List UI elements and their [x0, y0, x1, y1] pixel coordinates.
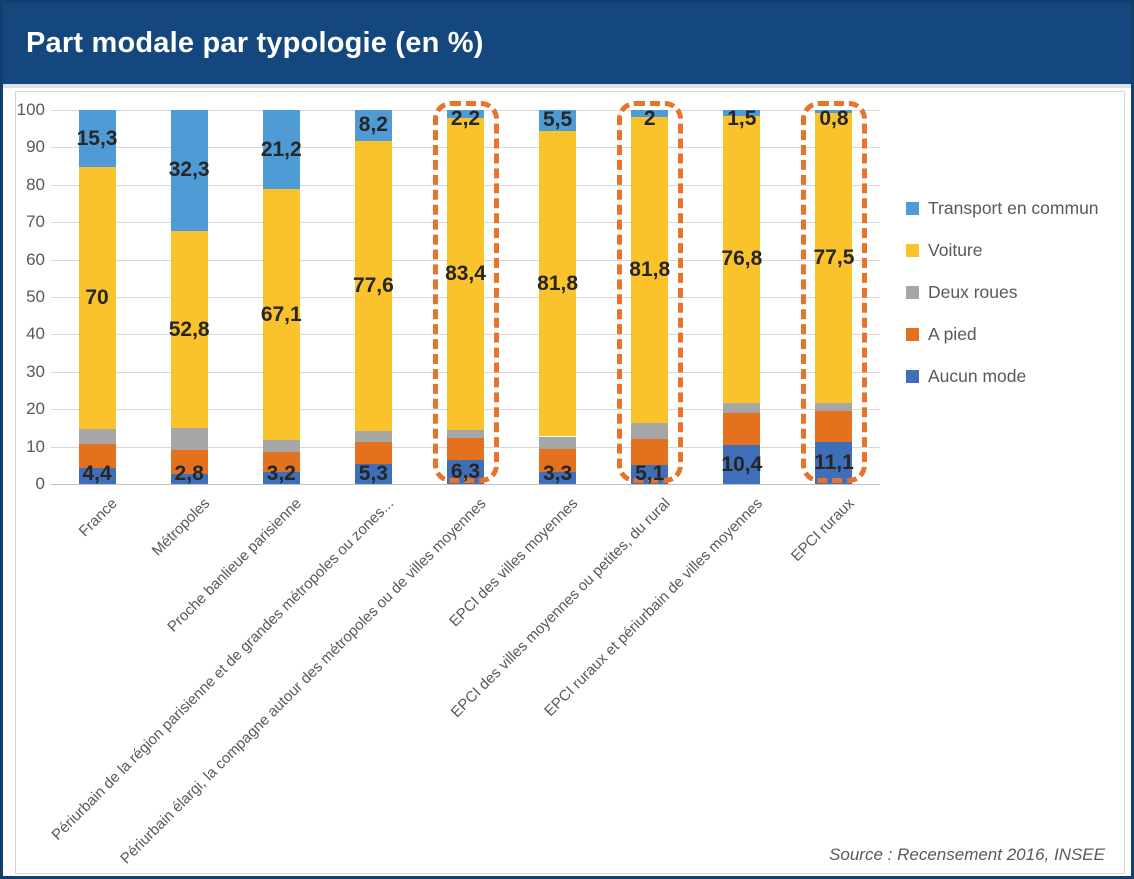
legend-label: Voiture	[928, 239, 983, 260]
bar-segment-aucun_mode	[78, 467, 116, 484]
bar-segment-a_pied	[723, 412, 761, 446]
legend-label: Transport en commun	[928, 197, 1099, 218]
bar-segment-transport_en_commun	[447, 110, 484, 119]
bar-segment-aucun_mode	[170, 473, 208, 484]
highlight-dashed-box	[432, 101, 499, 483]
bar-segment-a_pied	[539, 449, 577, 472]
highlight-dashed-box	[800, 101, 867, 483]
bar-segment-voiture	[815, 112, 853, 403]
bar-segment-deux_roues	[354, 430, 392, 442]
bar-segment-transport_en_commun	[354, 110, 392, 141]
legend-label: Aucun mode	[928, 365, 1027, 386]
bar-segment-deux_roues	[78, 429, 116, 444]
bar-segment-aucun_mode	[262, 472, 300, 484]
bar-segment-a_pied	[78, 443, 116, 468]
bar-segment-voiture	[539, 130, 577, 437]
bar-segment-transport_en_commun	[262, 110, 300, 190]
bar-segment-deux_roues	[631, 423, 669, 439]
bar-segment-voiture	[723, 115, 761, 403]
bar-segment-aucun_mode	[539, 471, 577, 484]
bar-segment-transport_en_commun	[78, 110, 116, 168]
legend-swatch-icon	[906, 243, 919, 257]
bar-segment-transport_en_commun	[170, 110, 208, 231]
bar-segment-aucun_mode	[723, 445, 761, 484]
bar-segment-deux_roues	[723, 402, 761, 413]
page-title: Part modale par typologie (en %)	[26, 27, 484, 59]
legend-item: Deux roues	[906, 281, 1099, 302]
bar-segment-aucun_mode	[354, 464, 392, 484]
highlight-dashed-box	[616, 101, 683, 483]
bar-segment-voiture	[447, 118, 484, 431]
bar-segment-a_pied	[815, 411, 853, 443]
bar-segment-voiture	[631, 117, 669, 424]
legend-swatch-icon	[906, 201, 919, 215]
bar-segment-aucun_mode	[815, 442, 853, 484]
legend-item: A pied	[906, 323, 1099, 344]
bar-segment-voiture	[170, 230, 208, 429]
bar-segment-a_pied	[447, 437, 484, 461]
legend-item: Voiture	[906, 239, 1099, 260]
bar-segment-deux_roues	[447, 430, 484, 438]
bar-segment-deux_roues	[815, 402, 853, 412]
bar-segment-a_pied	[631, 438, 669, 465]
bar-segment-a_pied	[354, 441, 392, 465]
bar-segment-voiture	[78, 167, 116, 430]
legend-swatch-icon	[906, 285, 919, 299]
source-note: Source : Recensement 2016, INSEE	[829, 845, 1105, 864]
title-bar-shadow	[3, 84, 1131, 88]
bar-segment-a_pied	[170, 449, 208, 474]
gridline	[51, 484, 880, 485]
legend-item: Transport en commun	[906, 197, 1099, 218]
legend-label: A pied	[928, 323, 977, 344]
legend-swatch-icon	[906, 327, 919, 341]
bar-segment-transport_en_commun	[723, 110, 761, 116]
bar-segment-deux_roues	[539, 436, 577, 450]
bar-segment-transport_en_commun	[815, 110, 853, 113]
bar-segment-deux_roues	[262, 440, 300, 452]
bar-segment-transport_en_commun	[631, 110, 669, 118]
legend-label: Deux roues	[928, 281, 1018, 302]
bar-segment-voiture	[354, 140, 392, 431]
chart-legend: Transport en commun Voiture Deux roues A pi…	[906, 197, 1099, 409]
bar-segment-deux_roues	[170, 428, 208, 450]
legend-item: Aucun mode	[906, 365, 1099, 386]
bar-segment-voiture	[262, 189, 300, 441]
title-bar: Part modale par typologie (en %)	[3, 3, 1131, 84]
bar-segment-transport_en_commun	[539, 110, 577, 131]
bar-segment-a_pied	[262, 451, 300, 473]
legend-swatch-icon	[906, 369, 919, 383]
